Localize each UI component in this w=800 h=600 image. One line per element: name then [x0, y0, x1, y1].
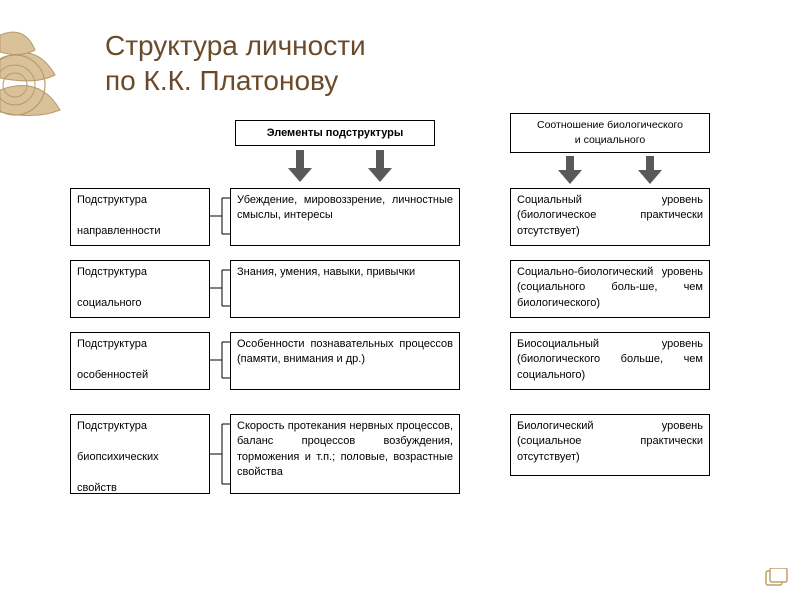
row2-left-l1: Подструктура [77, 266, 147, 278]
row-connectors [210, 198, 230, 484]
row3-right-text: Биосоциальный уровень (биологического бо… [517, 338, 703, 381]
row4-left: Подструктура биопсихических свойств [70, 414, 210, 494]
row4-left-l1: Подструктура [77, 420, 147, 432]
title-line2: по К.К. Платонову [105, 65, 338, 96]
row4-left-l3: свойств [77, 482, 117, 494]
row1-mid-text: Убеждение, мировоззрение, личностные смы… [237, 194, 453, 221]
row1-right: Социальный уровень (биологическое практи… [510, 188, 710, 246]
row2-right-text: Социально-биологический уровень (социаль… [517, 266, 703, 309]
row3-left-l1: Подструктура [77, 338, 147, 350]
row2-mid-text: Знания, умения, навыки, привычки [237, 266, 415, 278]
row2-left-l2: социального [77, 297, 142, 309]
header-arrows [288, 150, 662, 184]
row3-left-l2: особенностей [77, 369, 148, 381]
row4-mid: Скорость протекания нервных процессов, б… [230, 414, 460, 494]
row3-mid: Особенности познавательных процессов (па… [230, 332, 460, 390]
page-title: Структура личности по К.К. Платонову [105, 28, 366, 98]
row1-mid: Убеждение, мировоззрение, личностные смы… [230, 188, 460, 246]
page-corner-icon [764, 568, 788, 588]
header-ratio: Соотношение биологического и социального [510, 113, 710, 153]
header-elements: Элементы подструктуры [235, 120, 435, 146]
header-ratio-line1: Соотношение биологического [537, 119, 683, 131]
row4-mid-text: Скорость протекания нервных процессов, б… [237, 420, 453, 478]
row3-mid-text: Особенности познавательных процессов (па… [237, 338, 453, 365]
row4-left-l2: биопсихических [77, 451, 159, 463]
row1-left-l1: Подструктура [77, 194, 147, 206]
row2-mid: Знания, умения, навыки, привычки [230, 260, 460, 318]
title-line1: Структура личности [105, 30, 366, 61]
row4-right: Биологический уровень (социальное практи… [510, 414, 710, 476]
header-elements-label: Элементы подструктуры [267, 127, 404, 139]
row4-right-text: Биологический уровень (социальное практи… [517, 420, 703, 463]
row3-left: Подструктура особенностей [70, 332, 210, 390]
row2-left: Подструктура социального [70, 260, 210, 318]
row3-right: Биосоциальный уровень (биологического бо… [510, 332, 710, 390]
row1-left: Подструктура направленности [70, 188, 210, 246]
row1-left-l2: направленности [77, 225, 160, 237]
row2-right: Социально-биологический уровень (социаль… [510, 260, 710, 318]
row1-right-text: Социальный уровень (биологическое практи… [517, 194, 703, 237]
header-ratio-line2: и социального [575, 134, 645, 146]
